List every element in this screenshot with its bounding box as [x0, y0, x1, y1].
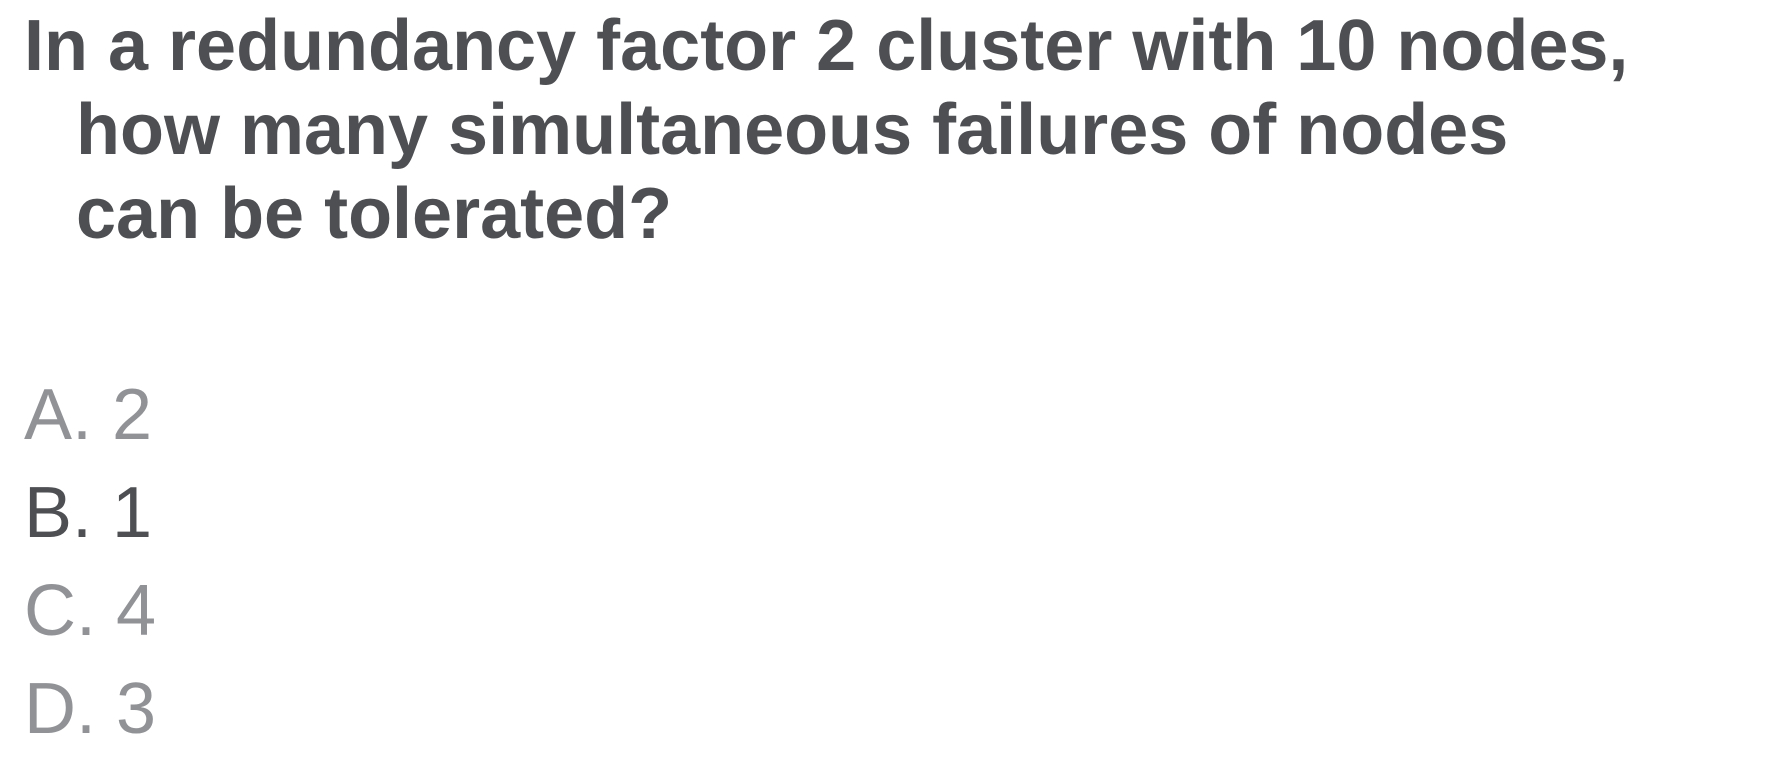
option-c-letter: C.: [24, 571, 96, 651]
question-text: In a redundancy factor 2 cluster with 10…: [24, 6, 1629, 254]
option-b-value: 1: [112, 473, 153, 553]
option-c[interactable]: C. 4: [24, 562, 156, 660]
option-b[interactable]: B. 1: [24, 464, 156, 562]
option-d[interactable]: D. 3: [24, 660, 156, 758]
option-a-value: 2: [112, 375, 153, 455]
option-a-letter: A.: [24, 375, 93, 455]
option-b-letter: B.: [24, 473, 93, 553]
answer-options: A. 2 B. 1 C. 4 D. 3: [24, 366, 156, 758]
option-c-value: 4: [116, 571, 157, 651]
option-a[interactable]: A. 2: [24, 366, 156, 464]
option-d-value: 3: [116, 669, 157, 749]
option-d-letter: D.: [24, 669, 96, 749]
